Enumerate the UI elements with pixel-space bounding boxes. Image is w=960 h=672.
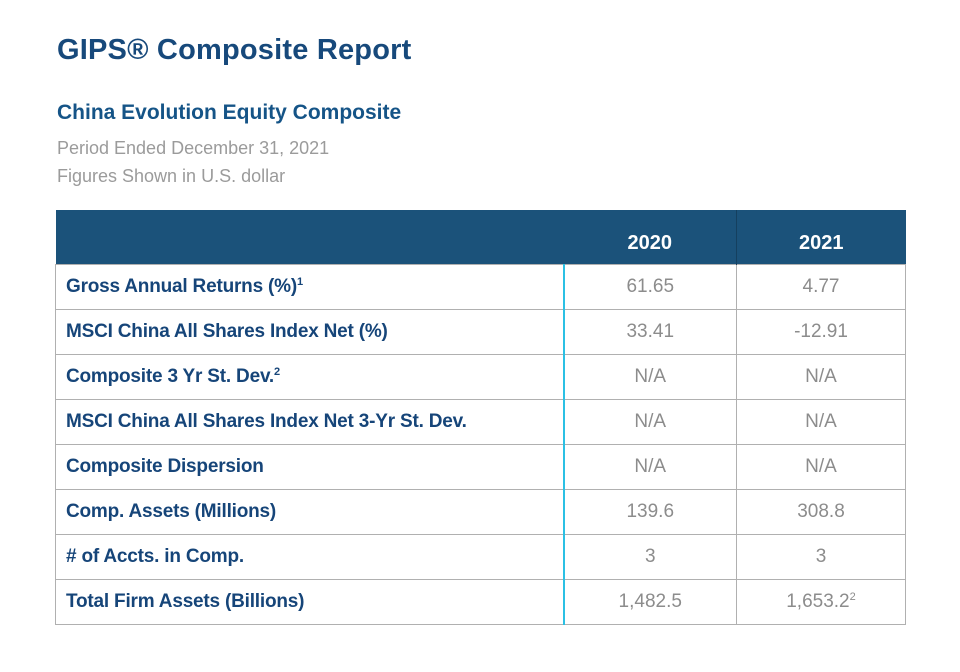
composite-table: 2020 2021 Gross Annual Returns (%)1 61.6… [55,209,906,626]
value-cell-2021: N/A [736,399,906,445]
value-cell-2020: N/A [563,399,737,445]
header-2021: 2021 [736,209,906,265]
currency-line: Figures Shown in U.S. dollar [57,166,286,187]
value-2021: 308.8 [797,501,845,523]
value-cell-2020: 33.41 [563,309,737,355]
value-cell-2020: 1,482.5 [563,579,737,626]
table-row: MSCI China All Shares Index Net 3-Yr St.… [55,399,906,445]
value-cell-2020: 3 [563,534,737,580]
table-row: Composite 3 Yr St. Dev.2 N/A N/A [55,354,906,400]
value-2020: 61.65 [626,276,675,298]
value-2021-sup: 2 [849,591,856,604]
row-label-sup: 1 [296,276,303,289]
row-label: MSCI China All Shares Index Net 3-Yr St.… [66,411,467,433]
row-label-cell: Total Firm Assets (Billions) [55,579,565,626]
row-label-cell: MSCI China All Shares Index Net 3-Yr St.… [55,399,565,445]
value-cell-2021: 4.77 [736,264,906,310]
value-cell-2021: 1,653.22 [736,579,906,626]
value-2020: N/A [634,456,667,478]
value-2020: N/A [634,411,667,433]
table-row: Composite Dispersion N/A N/A [55,444,906,490]
header-empty-cell [55,209,564,265]
value-cell-2020: 61.65 [563,264,737,310]
table-header-row: 2020 2021 [55,209,906,265]
value-2020: 33.41 [626,321,675,343]
value-cell-2020: N/A [563,354,737,400]
value-cell-2020: 139.6 [563,489,737,535]
period-line: Period Ended December 31, 2021 [57,138,330,159]
row-label: # of Accts. in Comp. [66,546,244,568]
composite-name: China Evolution Equity Composite [57,101,402,125]
value-2020: 1,482.5 [618,591,682,613]
row-label-cell: MSCI China All Shares Index Net (%) [55,309,565,355]
value-2020: N/A [634,366,667,388]
value-cell-2021: 3 [736,534,906,580]
value-2021: N/A [805,456,837,478]
value-2021: N/A [805,411,837,433]
value-2021: N/A [805,366,837,388]
row-label-cell: Comp. Assets (Millions) [55,489,565,535]
value-2020: 139.6 [626,501,675,523]
row-label-sup: 2 [273,366,280,379]
row-label-cell: Gross Annual Returns (%)1 [55,264,565,310]
header-2020: 2020 [563,209,737,265]
table-body: Gross Annual Returns (%)1 61.65 4.77 MSC… [55,264,906,626]
row-label: Gross Annual Returns (%) [66,276,297,298]
row-label-cell: Composite Dispersion [55,444,565,490]
value-2021: -12.91 [794,321,848,343]
value-2021: 4.77 [802,276,840,298]
table-row: # of Accts. in Comp. 3 3 [55,534,906,580]
row-label: MSCI China All Shares Index Net (%) [66,321,388,343]
value-cell-2020: N/A [563,444,737,490]
table-row: Comp. Assets (Millions) 139.6 308.8 [55,489,906,535]
row-label: Composite 3 Yr St. Dev. [66,366,274,388]
row-label-cell: # of Accts. in Comp. [55,534,565,580]
value-cell-2021: N/A [736,444,906,490]
page-title: GIPS® Composite Report [57,34,412,66]
table-row: Gross Annual Returns (%)1 61.65 4.77 [55,264,906,310]
row-label: Comp. Assets (Millions) [66,501,277,523]
row-label: Total Firm Assets (Billions) [66,591,305,613]
value-cell-2021: N/A [736,354,906,400]
value-cell-2021: -12.91 [736,309,906,355]
value-2020: 3 [644,546,656,568]
value-2021: 1,653.2 [786,591,850,613]
table-row: Total Firm Assets (Billions) 1,482.5 1,6… [55,579,906,626]
value-2021: 3 [815,546,827,568]
row-label-cell: Composite 3 Yr St. Dev.2 [55,354,565,400]
row-label: Composite Dispersion [66,456,264,478]
table-row: MSCI China All Shares Index Net (%) 33.4… [55,309,906,355]
value-cell-2021: 308.8 [736,489,906,535]
